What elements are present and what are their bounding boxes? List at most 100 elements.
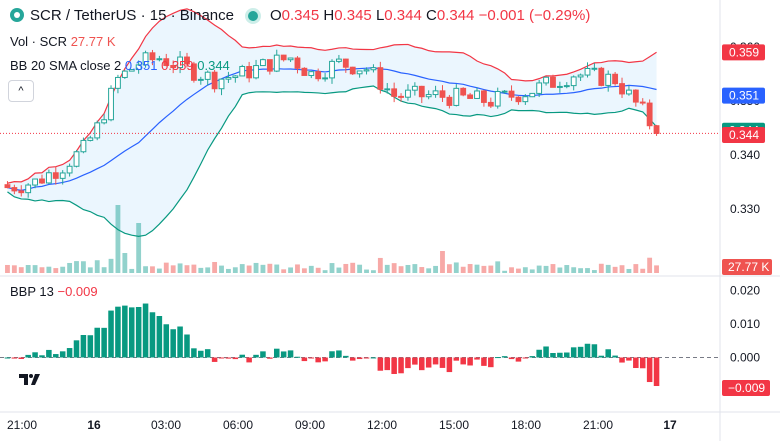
time-tick-label: 12:00 [367, 418, 397, 432]
bbp-bar [329, 351, 335, 358]
bbp-bar [122, 305, 128, 358]
volume-bar [53, 268, 59, 273]
volume-bar [467, 264, 473, 273]
high-label: H [323, 7, 335, 24]
volume-bar [115, 205, 121, 273]
candle-body [32, 178, 38, 186]
coin-logo-icon [10, 8, 24, 22]
bbp-bar [80, 335, 87, 358]
candle-body [246, 66, 253, 79]
bbp-bar [550, 353, 556, 358]
symbol-title[interactable]: SCR / TetherUS · 15 · Binance O0.345 H0.3… [10, 8, 590, 24]
bbp-bar [577, 346, 584, 358]
candle-body [149, 52, 156, 61]
volume-bar [143, 266, 148, 273]
price-tick-label: 0.330 [730, 202, 760, 216]
bbp-bar [11, 357, 18, 359]
volume-value: 27.77 K [70, 34, 116, 49]
volume-bar [18, 267, 24, 273]
candle-body [329, 60, 335, 79]
bbp-bar [536, 349, 542, 358]
bbp-bar [59, 351, 66, 358]
candle-body [108, 87, 114, 121]
bbp-bar [135, 306, 142, 358]
candle-body [605, 73, 612, 86]
volume-bar [654, 265, 659, 273]
candle-body [232, 75, 239, 79]
bbp-bar [605, 349, 611, 358]
candle-body [639, 101, 646, 104]
collapse-legend-button[interactable]: ^ [8, 80, 34, 102]
price-label-box [722, 87, 765, 104]
bbp-bar [391, 357, 397, 374]
bbp-bar [25, 354, 31, 358]
price-label-box [722, 127, 765, 144]
candle-body [121, 70, 128, 78]
bb-label: BB 20 SMA close 2 [10, 58, 122, 73]
time-tick-label: 03:00 [151, 418, 181, 432]
volume-bar [94, 260, 100, 273]
open-value: 0.345 [281, 7, 320, 24]
bbp-bar [322, 357, 328, 362]
low-label: L [375, 7, 385, 24]
bbp-legend[interactable]: BBP 13 −0.009 [10, 284, 98, 300]
bbp-bar [653, 357, 660, 387]
volume-bar [647, 257, 653, 273]
volume-bar [522, 267, 528, 273]
volume-bar [156, 268, 162, 273]
bbp-bar [336, 350, 342, 358]
bbp-bar [384, 357, 391, 371]
bb-basis-value: 0.351 [124, 58, 158, 73]
bbp-bar [101, 327, 107, 358]
volume-bar [640, 268, 646, 273]
candle-body [4, 184, 11, 189]
volume-bar [301, 268, 307, 273]
bbp-bar [467, 357, 473, 366]
candle-body [501, 90, 508, 93]
symbol-text: SCR / TetherUS · 15 · Binance [30, 7, 234, 24]
bbp-bar [32, 352, 38, 358]
bbp-bar [439, 357, 446, 368]
bbp-bar [494, 357, 501, 359]
candle-body [211, 71, 218, 90]
volume-bar [191, 264, 197, 273]
volume-bar [308, 265, 314, 273]
bb-lower-line [7, 85, 657, 237]
candle-body [101, 119, 108, 124]
volume-bar [412, 264, 418, 273]
candle-body [280, 54, 287, 61]
volume-bar [205, 267, 211, 273]
candle-body [45, 172, 52, 184]
volume-bar [495, 261, 501, 273]
bb-legend[interactable]: BB 20 SMA close 2 0.351 0.359 0.344 [10, 58, 230, 74]
volume-bar [426, 268, 432, 273]
volume-bar [177, 263, 183, 273]
bbp-bar [460, 357, 466, 365]
candle-body [273, 54, 280, 72]
volume-bar [377, 257, 383, 273]
bbp-bar [184, 334, 190, 358]
bbp-bar [446, 357, 453, 373]
volume-legend[interactable]: Vol · SCR 27.77 K [10, 34, 116, 50]
candle-body [487, 101, 494, 107]
bbp-tick-label: 0.010 [730, 317, 760, 331]
candle-body [626, 89, 632, 95]
volume-bar [122, 253, 128, 273]
candle-body [598, 67, 605, 86]
candle-body [398, 95, 404, 98]
candle-body [646, 102, 653, 127]
bbp-last-box [722, 380, 770, 396]
candle-body [432, 90, 439, 96]
bbp-bar [370, 357, 377, 359]
volume-bar [585, 268, 590, 273]
candle-body [66, 165, 73, 174]
volume-bar [46, 266, 52, 273]
bbp-bar [232, 357, 239, 360]
volume-bar [598, 263, 604, 273]
price-label-text: 0.344 [729, 128, 759, 142]
bbp-bar [425, 357, 432, 368]
tradingview-logo-icon[interactable] [16, 368, 46, 390]
market-status-icon[interactable] [247, 11, 258, 21]
candle-body [460, 87, 467, 96]
